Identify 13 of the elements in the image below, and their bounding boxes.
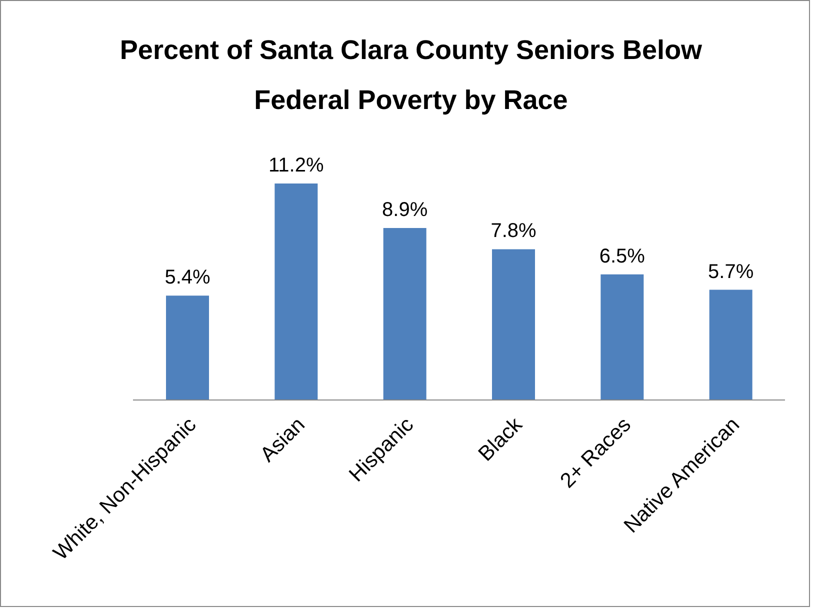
data-label: 8.9%: [382, 198, 428, 221]
data-label: 7.8%: [490, 220, 537, 242]
data-label: 5.7%: [708, 260, 754, 283]
data-label: 5.4%: [164, 266, 211, 289]
bar: [274, 183, 318, 400]
data-label: 6.5%: [599, 245, 646, 268]
bar: [383, 228, 426, 400]
bar: [492, 249, 535, 400]
bar: [166, 296, 209, 400]
data-label: 11.2%: [268, 154, 324, 176]
bar: [600, 274, 644, 400]
chart-title: Percent of Santa Clara County Seniors Below Federal Poverty by Race: [118, 34, 704, 117]
bar: [709, 290, 752, 400]
